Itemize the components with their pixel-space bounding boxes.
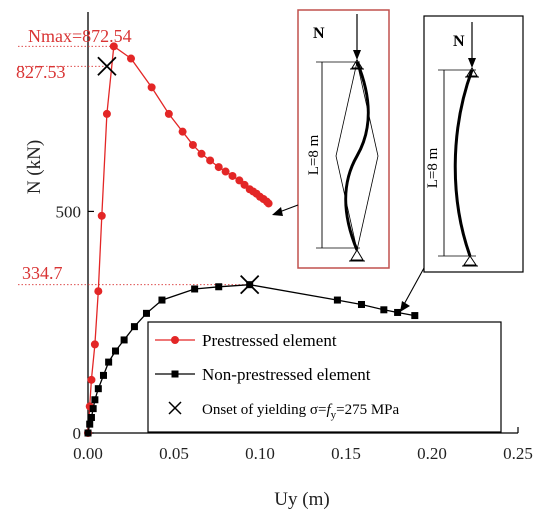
data-point-1 <box>215 283 223 291</box>
y-axis-label: N (kN) <box>24 140 45 194</box>
x-tick-label: 0.25 <box>503 444 533 463</box>
yield-marker <box>97 56 117 76</box>
data-point-0 <box>109 42 118 51</box>
data-point-1 <box>99 371 107 379</box>
legend-box <box>147 321 502 433</box>
callout-arrowhead-nonprestressed <box>400 301 410 312</box>
inset-nonprestressed-pin-support <box>466 67 478 77</box>
inset-prestressed-arrowhead <box>353 50 361 60</box>
nonprestressed-yield-annotation: 334.7 <box>22 263 63 283</box>
data-point-1 <box>191 285 199 293</box>
inset-nonprestressed-roller-support <box>463 255 477 266</box>
data-point-0 <box>221 167 230 176</box>
x-tick-label: 0.15 <box>331 444 361 463</box>
data-point-0 <box>87 375 96 384</box>
x-tick-label: 0.10 <box>245 444 275 463</box>
inset-nonprestressed-deflected-column <box>453 69 474 257</box>
data-point-1 <box>86 420 94 428</box>
data-point-0 <box>206 156 215 165</box>
x-axis-label: Uy (m) <box>274 489 329 510</box>
data-point-0 <box>90 340 99 349</box>
legend-yield-marker <box>168 401 182 415</box>
y-tick-label: 0 <box>73 424 82 443</box>
yield-marker <box>240 275 260 295</box>
data-point-0 <box>178 127 187 136</box>
y-tick-label: 500 <box>56 202 82 221</box>
inset-prestressed-pin-support <box>351 59 363 69</box>
data-point-1 <box>333 296 341 304</box>
inset-prestressed-length-label: L=8 m <box>306 134 322 175</box>
data-point-1 <box>94 385 102 393</box>
data-point-1 <box>142 309 150 317</box>
callout-arrowhead-prestressed <box>272 207 283 216</box>
legend-prestressed-marker <box>171 336 179 344</box>
data-point-1 <box>380 306 388 314</box>
data-point-0 <box>97 211 106 220</box>
legend: Prestressed element Non-prestressed elem… <box>147 321 502 433</box>
data-point-0 <box>164 109 173 118</box>
data-point-1 <box>112 347 120 355</box>
inset-prestressed-deflected-column <box>344 61 370 251</box>
data-point-1 <box>158 296 166 304</box>
inset-nonprestressed: N L=8 m <box>423 15 524 273</box>
callout-arrow-nonprestressed <box>401 267 425 309</box>
data-point-0 <box>264 199 273 208</box>
inset-prestressed: N L=8 m <box>297 9 390 269</box>
inset-nonprestressed-frame <box>423 15 524 273</box>
data-point-0 <box>197 149 206 158</box>
data-point-1 <box>84 429 92 437</box>
prestressed-yield-annotation: 827.53 <box>16 62 66 82</box>
reference-lines <box>18 45 250 286</box>
inset-prestressed-force-label: N <box>313 25 325 42</box>
data-point-1 <box>105 358 113 366</box>
legend-yield-label: Onset of yielding σ=fy=275 MPa <box>202 402 400 421</box>
legend-nonprestressed-label: Non-prestressed element <box>202 365 371 384</box>
inset-nonprestressed-length-label: L=8 m <box>425 147 441 188</box>
x-tick-label: 0.00 <box>73 444 103 463</box>
inset-nonprestressed-force-label: N <box>453 33 465 50</box>
data-point-0 <box>102 109 111 118</box>
series-layer <box>84 42 419 437</box>
data-point-0 <box>147 83 156 92</box>
legend-prestressed-label: Prestressed element <box>202 331 337 350</box>
data-point-1 <box>130 323 138 331</box>
data-point-1 <box>120 336 128 344</box>
data-point-0 <box>228 171 237 180</box>
data-point-1 <box>91 396 99 404</box>
data-point-1 <box>357 300 365 308</box>
x-tick-label: 0.20 <box>417 444 447 463</box>
data-point-1 <box>411 312 419 320</box>
inset-nonprestressed-arrowhead <box>468 58 476 68</box>
nmax-annotation: Nmax=872.54 <box>28 26 132 46</box>
legend-nonprestressed-marker <box>171 370 179 378</box>
data-point-1 <box>89 405 97 413</box>
data-point-0 <box>94 287 103 296</box>
data-point-0 <box>188 140 197 149</box>
yield-markers <box>97 56 260 295</box>
x-tick-label: 0.05 <box>159 444 189 463</box>
inset-prestressed-roller-support <box>350 249 364 261</box>
data-point-1 <box>394 308 402 316</box>
data-point-0 <box>214 163 223 172</box>
data-point-1 <box>87 413 95 421</box>
data-point-0 <box>127 54 135 63</box>
x-ticks: 0.00 0.05 0.10 0.15 0.20 0.25 <box>73 427 533 463</box>
